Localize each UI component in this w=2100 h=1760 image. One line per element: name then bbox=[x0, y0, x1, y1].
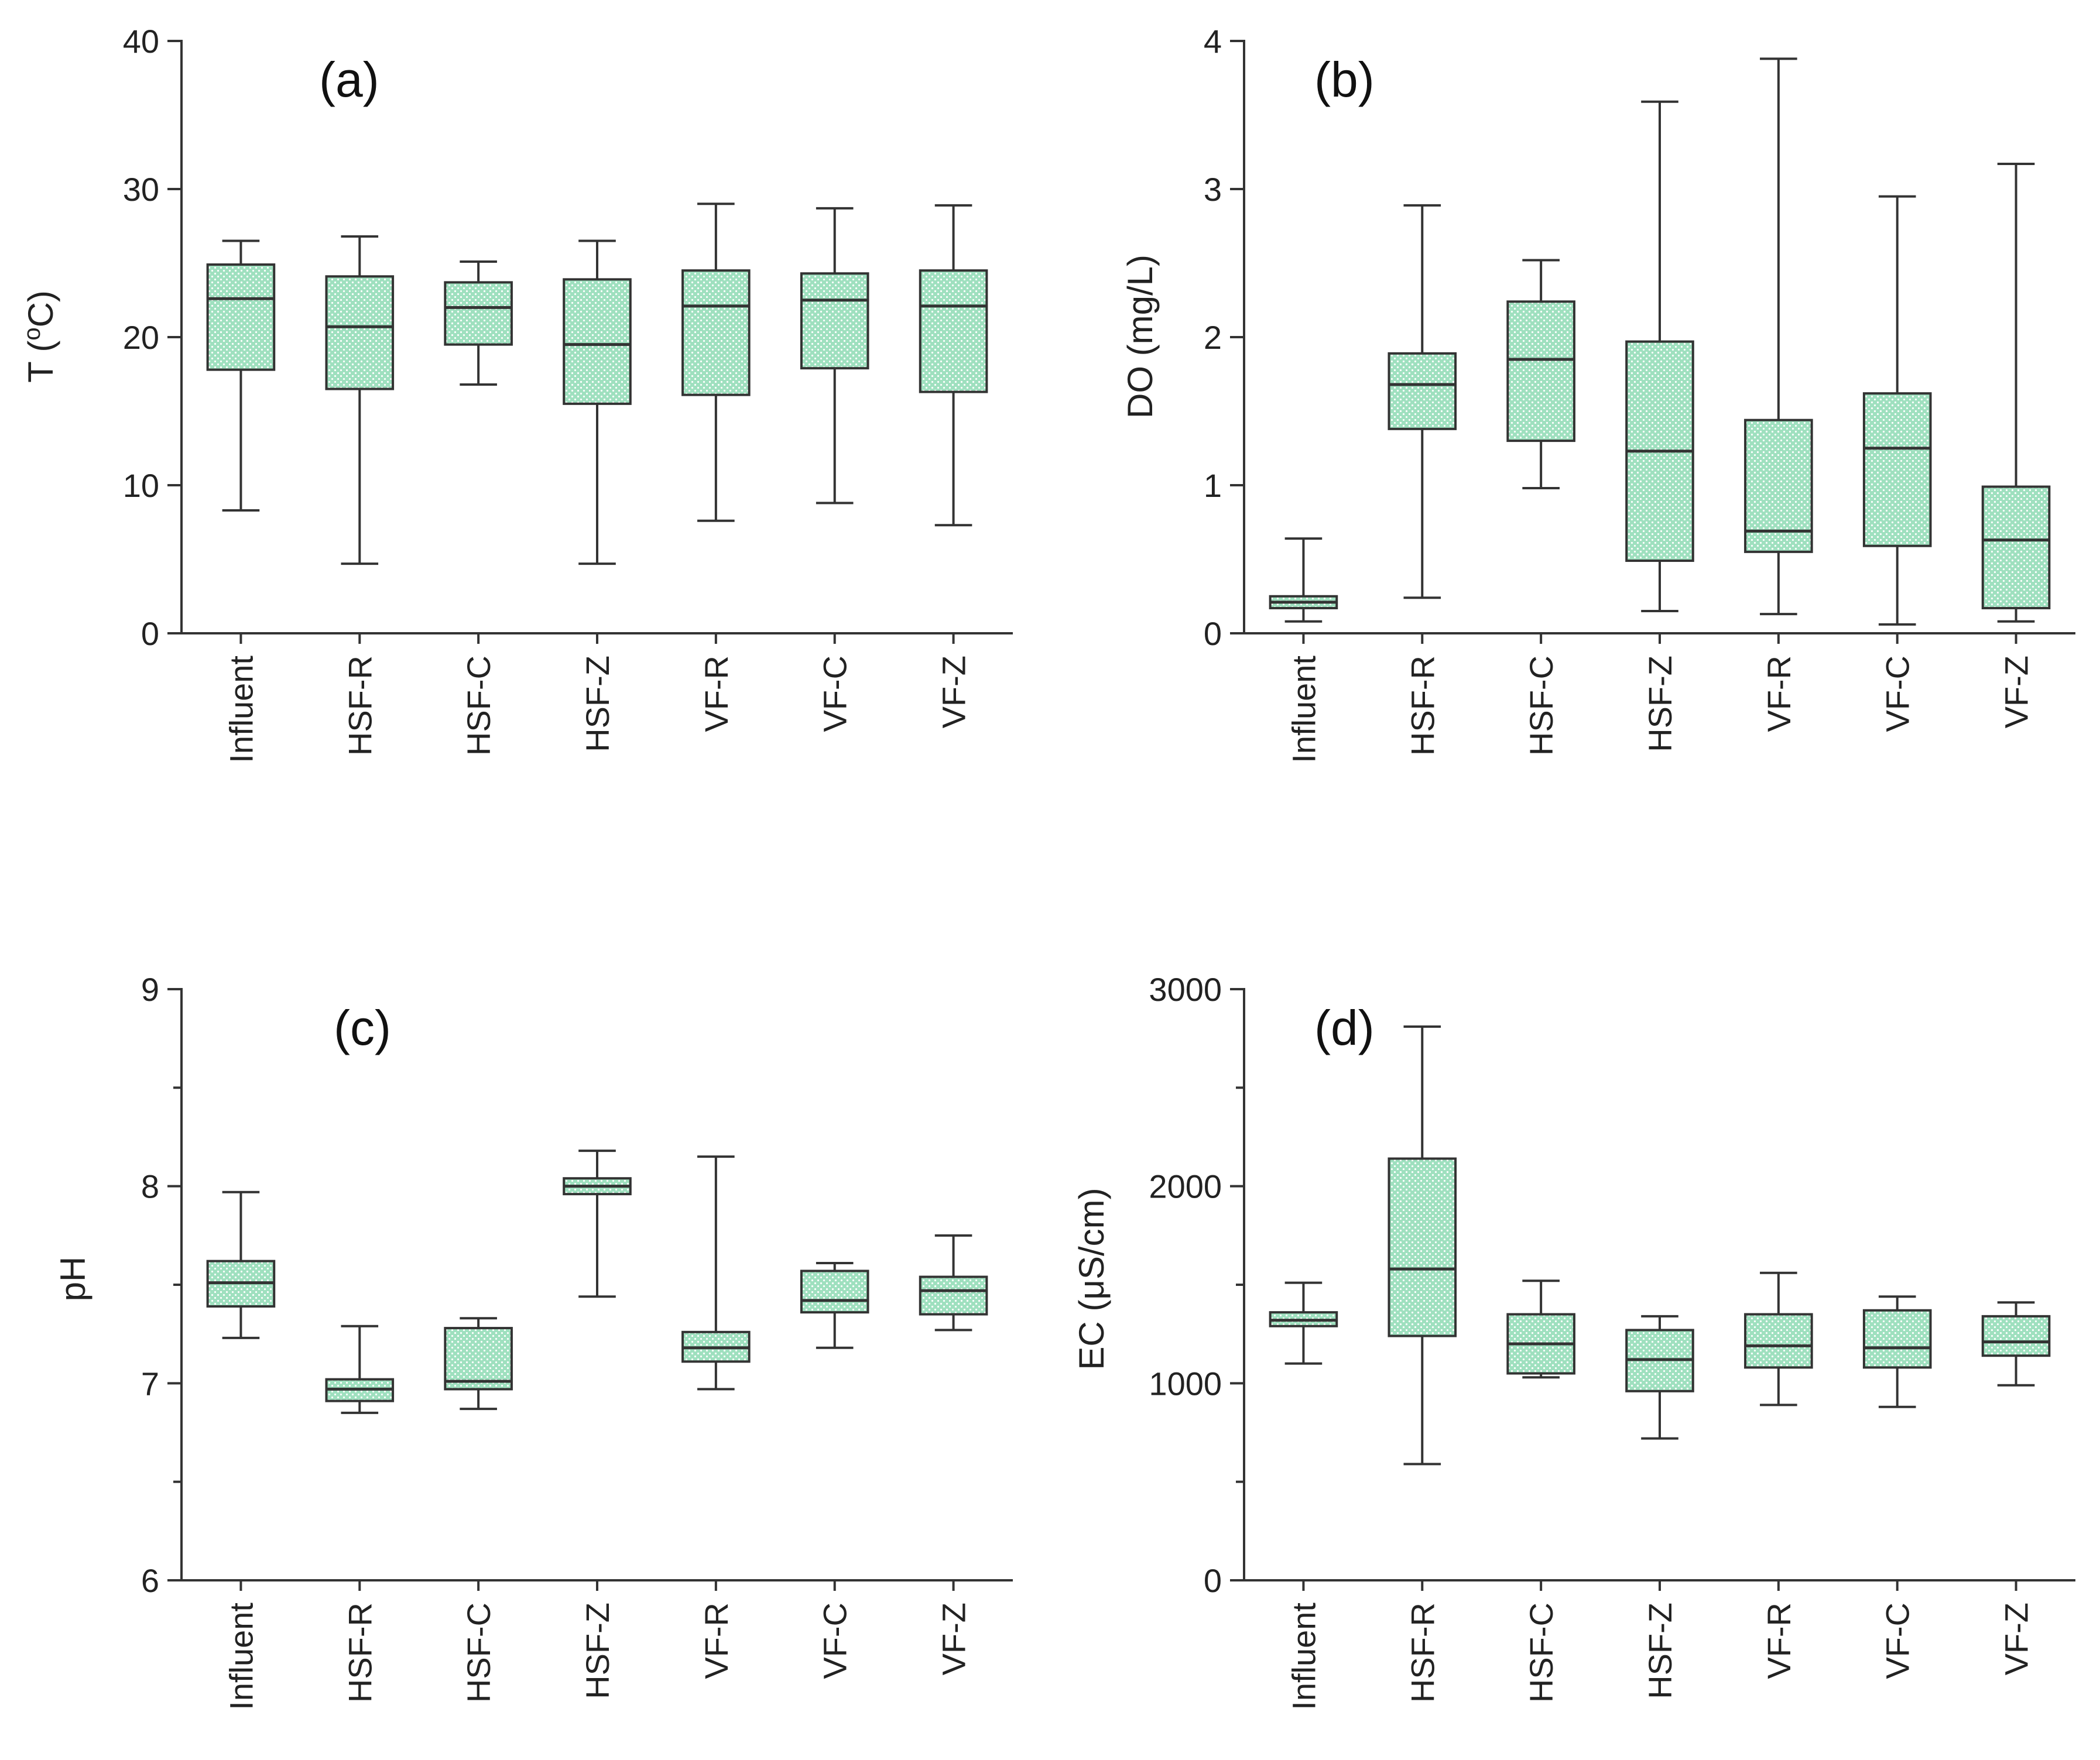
box-iqr bbox=[1862, 392, 1932, 547]
y-tick-label: 1 bbox=[1204, 467, 1222, 504]
x-category-label: VF-C bbox=[817, 656, 854, 732]
box-iqr bbox=[1744, 1313, 1813, 1369]
box-iqr bbox=[325, 275, 395, 390]
x-category-label: HSF-R bbox=[1404, 656, 1441, 756]
x-category-label: Influent bbox=[222, 1603, 259, 1710]
x-category-label: HSF-R bbox=[1404, 1603, 1441, 1703]
y-tick-label: 4 bbox=[1204, 23, 1222, 60]
y-tick-label: 8 bbox=[141, 1168, 159, 1205]
box-iqr bbox=[800, 1270, 869, 1314]
y-tick-label: 10 bbox=[123, 467, 159, 504]
x-category-label: VF-Z bbox=[936, 1603, 972, 1675]
box-iqr bbox=[1388, 352, 1457, 430]
box-iqr bbox=[563, 278, 632, 405]
y-tick-label: 20 bbox=[123, 319, 159, 356]
y-tick-label: 0 bbox=[1204, 1562, 1222, 1599]
y-axis-label-b: DO (mg/L) bbox=[1121, 255, 1160, 418]
box-iqr bbox=[206, 263, 276, 371]
box-iqr bbox=[444, 281, 513, 346]
x-category-label: HSF-C bbox=[460, 1603, 497, 1703]
y-tick-label: 3 bbox=[1204, 171, 1222, 208]
box-iqr bbox=[1981, 485, 2051, 609]
y-axis-label-c: pH bbox=[53, 1257, 93, 1302]
box-iqr bbox=[800, 272, 869, 370]
x-category-label: VF-R bbox=[698, 1603, 735, 1679]
y-tick-label: 0 bbox=[141, 615, 159, 652]
y-tick-label: 3000 bbox=[1149, 971, 1222, 1008]
x-category-label: HSF-Z bbox=[1642, 656, 1678, 752]
x-category-label: HSF-C bbox=[1523, 1603, 1560, 1703]
box-iqr bbox=[1981, 1315, 2051, 1357]
x-category-label: VF-C bbox=[1879, 656, 1916, 732]
x-category-label: Influent bbox=[1285, 1603, 1322, 1710]
y-tick-label: 7 bbox=[141, 1365, 159, 1402]
y-tick-label: 30 bbox=[123, 171, 159, 208]
x-category-label: VF-R bbox=[1760, 1603, 1797, 1679]
y-tick-label: 2 bbox=[1204, 319, 1222, 356]
x-category-label: Influent bbox=[1285, 656, 1322, 763]
x-category-label: HSF-Z bbox=[579, 656, 616, 752]
y-tick-label: 40 bbox=[123, 23, 159, 60]
chart-panel-d: (d) EC (μS/cm) 0 1000 2000 3000 Influent HSF-… bbox=[1072, 971, 2075, 1710]
x-category-label: HSF-R bbox=[341, 656, 378, 756]
panel-label-a: (a) bbox=[319, 52, 379, 107]
x-category-label: VF-Z bbox=[1998, 656, 2035, 728]
box-iqr bbox=[681, 269, 751, 396]
y-tick-label: 6 bbox=[141, 1562, 159, 1599]
y-axis-label-a: T (oC) bbox=[19, 290, 60, 383]
box-iqr bbox=[1506, 300, 1575, 442]
x-category-label: Influent bbox=[222, 656, 259, 763]
box-iqr bbox=[1862, 1309, 1932, 1369]
x-category-label: VF-R bbox=[1760, 656, 1797, 732]
box-iqr bbox=[919, 1275, 988, 1316]
chart-panel-b: (b) DO (mg/L) 0 1 2 3 4 Influent HSF-R HSF-C HSF… bbox=[1121, 23, 2075, 763]
x-category-label: VF-C bbox=[817, 1603, 854, 1679]
x-category-label: VF-C bbox=[1879, 1603, 1916, 1679]
chart-panel-c: (c) pH 6 7 8 9 Influent HSF-R HSF-C HSF-Z VF-R VF… bbox=[53, 971, 1013, 1710]
x-category-label: HSF-Z bbox=[579, 1603, 616, 1699]
y-tick-label: 1000 bbox=[1149, 1365, 1222, 1402]
x-category-label: HSF-Z bbox=[1642, 1603, 1678, 1699]
x-category-label: HSF-C bbox=[1523, 656, 1560, 756]
x-category-label: HSF-C bbox=[460, 656, 497, 756]
chart-panel-a: (a) T (oC) 0 10 20 30 40 Influent HSF-R HSF-C HS… bbox=[19, 23, 1013, 763]
y-axis-label-d: EC (μS/cm) bbox=[1072, 1188, 1111, 1370]
y-tick-label: 2000 bbox=[1149, 1168, 1222, 1205]
panel-label-c: (c) bbox=[334, 1000, 391, 1055]
box-iqr bbox=[1388, 1157, 1457, 1337]
panel-label-d: (d) bbox=[1314, 1000, 1375, 1055]
box-iqr bbox=[444, 1327, 513, 1391]
box-iqr bbox=[919, 269, 988, 393]
y-tick-label: 9 bbox=[141, 971, 159, 1008]
x-category-label: VF-R bbox=[698, 656, 735, 732]
x-category-label: HSF-R bbox=[341, 1603, 378, 1703]
x-category-label: VF-Z bbox=[936, 656, 972, 728]
x-category-label: VF-Z bbox=[1998, 1603, 2035, 1675]
panel-label-b: (b) bbox=[1314, 52, 1375, 107]
y-tick-label: 0 bbox=[1204, 615, 1222, 652]
